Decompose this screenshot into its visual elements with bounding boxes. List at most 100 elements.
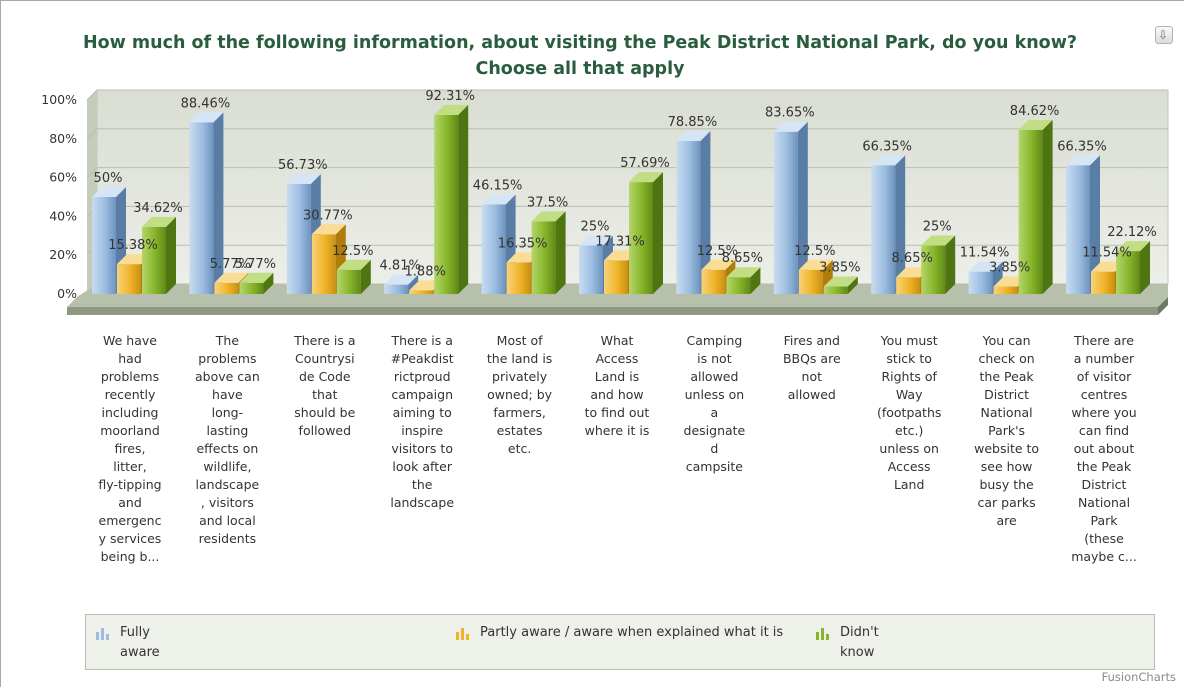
bar-top xyxy=(701,259,736,270)
legend-label: Partly aware / aware when explained what… xyxy=(480,625,784,640)
x-axis-category-label: The problems above can have long-lasting effe… xyxy=(195,333,260,546)
bar-front xyxy=(579,245,603,294)
bar xyxy=(239,272,274,294)
bar-top xyxy=(629,172,663,183)
bar-top xyxy=(286,173,321,184)
bar-front xyxy=(311,234,336,294)
gridline-side xyxy=(86,89,98,101)
bar-front xyxy=(1018,129,1043,294)
bar-top xyxy=(1018,119,1053,130)
bar xyxy=(1116,241,1150,294)
bar-front xyxy=(434,114,459,294)
bar-top xyxy=(434,104,469,115)
bar-side xyxy=(797,121,808,295)
bar-front xyxy=(239,282,264,294)
bar-top xyxy=(773,121,808,132)
bar xyxy=(1018,119,1053,295)
bar xyxy=(336,259,371,294)
data-label: 12.5% xyxy=(697,244,738,259)
floor-side xyxy=(1158,297,1168,315)
bar-chart-icon xyxy=(456,627,470,640)
data-label: 11.54% xyxy=(1082,246,1132,261)
bar-top xyxy=(336,259,371,270)
bar-front xyxy=(629,182,653,294)
data-label: 4.81% xyxy=(380,259,421,274)
data-label: 5.77% xyxy=(235,257,276,272)
y-tick-label: 60% xyxy=(49,170,77,185)
data-label: 92.31% xyxy=(425,89,475,104)
data-label: 25% xyxy=(581,220,610,235)
bar-front xyxy=(798,269,823,294)
bar-top xyxy=(676,131,711,142)
bar-chart-icon xyxy=(96,627,110,640)
bar-front xyxy=(117,264,141,294)
data-label: 78.85% xyxy=(668,115,718,130)
data-label: 34.62% xyxy=(133,201,183,216)
bar-side xyxy=(360,259,371,294)
data-label: 3.85% xyxy=(989,261,1030,276)
bar-front xyxy=(1091,271,1115,294)
data-label: 30.77% xyxy=(303,208,353,223)
y-tick-label: 80% xyxy=(49,131,77,146)
floor-front xyxy=(67,307,1158,315)
bar-chart-icon xyxy=(816,627,830,640)
bar-front xyxy=(773,131,798,294)
bar xyxy=(629,172,663,294)
bar-front xyxy=(506,262,531,294)
bar xyxy=(189,112,224,294)
data-label: 16.35% xyxy=(498,236,548,251)
legend: Fully aware Partly aware / aware when ex… xyxy=(85,614,1155,670)
bar-front xyxy=(286,183,311,294)
data-label: 57.69% xyxy=(620,156,670,171)
bar xyxy=(871,155,906,294)
bar xyxy=(434,104,469,294)
x-axis-category-label: There is a #Peakdist rictproud campaign aimi… xyxy=(390,333,455,510)
legend-label: Didn't know xyxy=(840,625,879,660)
bar-side xyxy=(458,104,469,294)
bar-top xyxy=(968,261,1003,272)
bar-top xyxy=(239,272,274,283)
bar-front xyxy=(1116,251,1140,294)
bar-top xyxy=(531,211,566,222)
x-axis-category-label: There are a number of visitor centres where … xyxy=(1071,333,1137,564)
bar xyxy=(311,224,346,294)
bar-top xyxy=(871,155,906,166)
bar-side xyxy=(166,216,176,294)
data-label: 12.5% xyxy=(794,244,835,259)
bar-front xyxy=(968,271,993,294)
bar-side xyxy=(847,276,858,294)
bar-top xyxy=(798,259,833,270)
bar-front xyxy=(409,290,434,294)
data-label: 1.88% xyxy=(405,264,446,279)
bar-top xyxy=(214,272,249,283)
bar-side xyxy=(1042,119,1053,295)
bar-front xyxy=(481,204,506,294)
bar-side xyxy=(1090,155,1100,294)
bar-top xyxy=(823,276,858,287)
bar-front xyxy=(726,277,751,294)
export-button[interactable]: ⇩ xyxy=(1155,26,1173,44)
data-label: 25% xyxy=(923,220,952,235)
y-tick-label: 40% xyxy=(49,208,77,223)
data-label: 15.38% xyxy=(108,238,158,253)
bar-side xyxy=(945,235,956,294)
bar-front xyxy=(1066,165,1090,294)
data-label: 56.73% xyxy=(278,158,328,173)
bar-front xyxy=(823,286,848,294)
y-tick-label: 0% xyxy=(57,286,77,301)
data-label: 17.31% xyxy=(595,234,645,249)
data-label: 88.46% xyxy=(181,96,231,111)
bar-side xyxy=(555,211,566,294)
bar-top xyxy=(1066,155,1100,166)
data-label: 8.65% xyxy=(722,251,763,266)
bar-top xyxy=(1116,241,1150,252)
bar xyxy=(142,216,176,294)
data-label: 84.62% xyxy=(1010,104,1060,119)
bar-front xyxy=(701,269,726,294)
bar-front xyxy=(676,141,701,294)
x-axis-category-label: We have had problems recently including moorl… xyxy=(98,333,162,564)
bar-top xyxy=(311,224,346,235)
x-axis-category-label: You must stick to Rights of Way (footpaths et… xyxy=(876,333,942,492)
bar xyxy=(921,235,956,294)
